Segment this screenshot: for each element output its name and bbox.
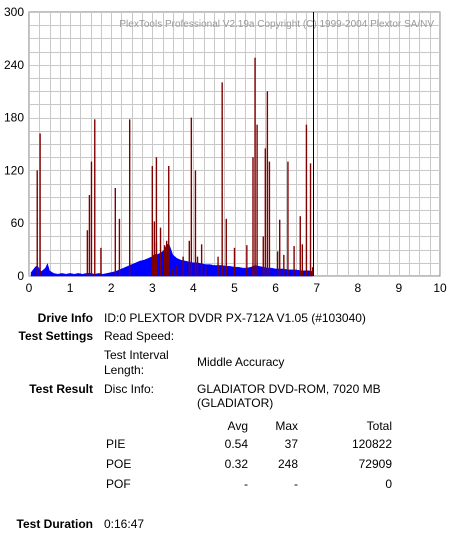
- col-header-avg: Avg: [227, 419, 248, 433]
- row-total-poe: 72909: [358, 457, 392, 471]
- col-header-total: Total: [366, 419, 392, 433]
- y-tick-label: 240: [4, 58, 24, 72]
- row-avg-pie: 0.54: [224, 437, 248, 451]
- y-tick-label: 0: [17, 269, 24, 283]
- chart: PlexTools Professional V2.19a Copyright …: [4, 5, 447, 295]
- x-tick-label: 10: [433, 281, 447, 295]
- x-tick-label: 6: [272, 281, 279, 295]
- disc-info-value: GLADIATOR DVD-ROM, 7020 MB (GLADIATOR): [197, 382, 381, 410]
- col-header-max: Max: [275, 419, 298, 433]
- read-speed-label: Read Speed:: [104, 329, 175, 343]
- row-avg-pof: -: [244, 477, 248, 491]
- row-max-pof: -: [294, 477, 298, 491]
- row-max-pie: 37: [284, 437, 298, 451]
- row-name-pie: PIE: [106, 437, 126, 451]
- x-tick-label: 3: [149, 281, 156, 295]
- row-max-poe: 248: [277, 457, 298, 471]
- test-result-label: Test Result: [29, 382, 93, 396]
- x-tick-label: 5: [231, 281, 238, 295]
- x-tick-label: 9: [396, 281, 403, 295]
- row-name-pof: POF: [106, 477, 131, 491]
- test-duration-value: 0:16:47: [104, 517, 145, 531]
- x-tick-label: 8: [354, 281, 361, 295]
- x-tick-label: 2: [108, 281, 115, 295]
- poe-series: [36, 57, 314, 276]
- y-tick-label: 60: [11, 216, 25, 230]
- x-tick-label: 0: [26, 281, 33, 295]
- y-axis-labels: 0 60 120 180 240 300: [4, 5, 24, 283]
- x-tick-label: 1: [67, 281, 74, 295]
- drive-info-label: Drive Info: [37, 311, 93, 325]
- test-interval-label-line2: Length:: [104, 363, 145, 377]
- x-tick-label: 4: [190, 281, 197, 295]
- y-tick-label: 300: [4, 5, 24, 19]
- row-avg-poe: 0.32: [224, 457, 248, 471]
- copyright-text: PlexTools Professional V2.19a Copyright …: [119, 19, 434, 30]
- row-name-poe: POE: [106, 457, 132, 471]
- x-tick-label: 7: [313, 281, 320, 295]
- x-axis-labels: 0 1 2 3 4 5 6 7 8 9 10: [26, 281, 447, 295]
- y-tick-label: 180: [4, 111, 24, 125]
- test-interval-label-line1: Test Interval: [104, 348, 169, 362]
- drive-info-value: ID:0 PLEXTOR DVDR PX-712A V1.05 (#103040…: [104, 311, 366, 325]
- row-total-pie: 120822: [351, 437, 392, 451]
- y-tick-label: 120: [4, 163, 24, 177]
- row-total-pof: 0: [385, 477, 392, 491]
- test-interval-value: Middle Accuracy: [197, 355, 285, 369]
- test-settings-label: Test Settings: [18, 329, 93, 343]
- test-duration-label: Test Duration: [16, 517, 93, 531]
- disc-info-label: Disc Info:: [104, 382, 155, 396]
